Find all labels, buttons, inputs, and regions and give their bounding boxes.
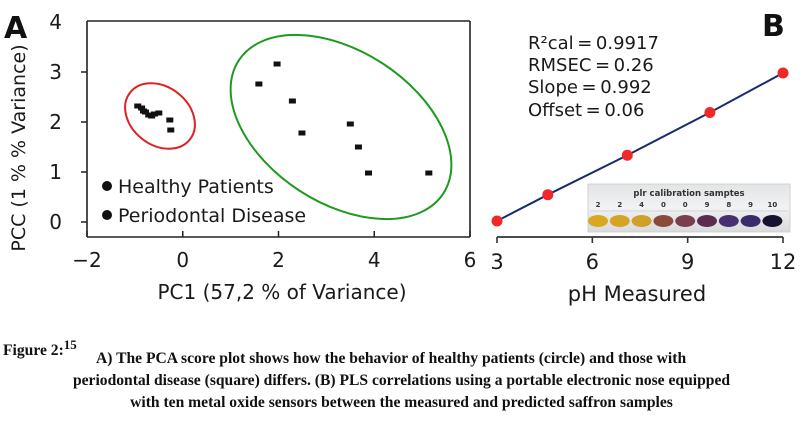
inset-sample-label: 8 (726, 201, 731, 209)
stat-offset: Offset = 0.06 (528, 100, 644, 121)
inset-sample-label: 0 (661, 201, 666, 209)
healthy-point (155, 110, 163, 116)
healthy-point (138, 105, 146, 111)
legend-label-healthy: Healthy Patients (118, 176, 274, 198)
inset-sample-swatch (631, 215, 652, 227)
caption-line-1: A) The PCA score plot shows how the beha… (96, 350, 687, 367)
x-axis-label-b: pH Measured (568, 282, 706, 306)
inset-sample-swatch (588, 215, 608, 227)
y-tick-label-a: 4 (49, 10, 62, 34)
inset-sample-label: 0 (683, 201, 688, 209)
periodontal-point (298, 130, 306, 136)
inset-sample-swatch (653, 215, 674, 227)
inset-sample-swatch (609, 215, 630, 227)
fit-statistics: R²cal = 0.9917 RMSEC = 0.26 Slope = 0.99… (528, 33, 659, 121)
inset-sample-swatch (697, 215, 717, 227)
y-axis-label-a: PCC (1 % % Variance) (8, 44, 30, 251)
periodontal-point (425, 170, 433, 176)
x-tick-label-a: 2 (272, 248, 285, 272)
figure-caption: Figure 2:15 A) The PCA score plot shows … (0, 337, 803, 414)
healthy-point (167, 127, 175, 133)
x-tick-label-a: 4 (368, 248, 381, 272)
caption-lead: Figure 2:15 (3, 337, 77, 362)
y-tick-label-a: 1 (49, 160, 62, 184)
x-axis-label-a: PC1 (57,2 % of Variance) (158, 280, 407, 304)
inset-sample-label: 10 (768, 201, 778, 209)
pca-score-plot: A −2 0 2 4 6 0 1 2 3 4 Healthy Patients Periodon… (4, 10, 477, 304)
x-tick-label-b: 6 (586, 250, 599, 274)
inset-sample-label: 2 (596, 201, 601, 209)
periodontal-point (273, 61, 281, 67)
periodontal-point (255, 81, 263, 87)
inset-sample-swatch (762, 215, 783, 227)
x-tick-label-b: 12 (770, 250, 797, 274)
y-tick-label-a: 2 (49, 110, 62, 134)
calibration-point (704, 106, 716, 118)
caption-figure-label: Figure 2: (3, 342, 64, 359)
x-tick-label-b: 9 (681, 250, 694, 274)
legend-marker-healthy (102, 181, 112, 191)
healthy-point (166, 117, 174, 123)
panel-a-label: A (4, 11, 28, 46)
inset-sample-swatch (740, 215, 761, 227)
calibration-point (777, 67, 789, 79)
stat-slope: Slope = 0.992 (528, 77, 652, 98)
x-tick-label-a: 0 (176, 248, 189, 272)
periodontal-point (288, 98, 296, 104)
healthy-cluster-ellipse (124, 82, 196, 150)
periodontal-cluster-ellipse (229, 33, 453, 221)
periodontal-point (354, 144, 362, 150)
legend-label-periodontal: Periodontal Disease (118, 205, 306, 227)
inset-sample-label: 4 (639, 201, 644, 209)
legend-marker-periodontal (102, 210, 112, 220)
x-tick-label-a: 6 (464, 248, 477, 272)
calibration-samples-inset: plr calibration samptes 2 2 4 0 0 9 8 9 10 (587, 183, 791, 233)
periodontal-point (346, 121, 354, 127)
y-tick-label-a: 3 (49, 60, 62, 84)
inset-sample-label: 9 (748, 201, 753, 209)
healthy-point (151, 111, 159, 117)
calibration-point (491, 215, 503, 227)
inset-title: plr calibration samptes (633, 189, 744, 199)
inset-sample-label: 2 (617, 201, 622, 209)
calibration-point (621, 149, 633, 161)
x-tick-label-a: −2 (72, 248, 101, 272)
inset-sample-swatch (718, 215, 739, 227)
calibration-point (542, 189, 554, 201)
healthy-point (134, 103, 142, 109)
caption-reference: 15 (63, 337, 77, 352)
inset-sample-swatch (675, 215, 696, 227)
inset-sample-label: 9 (705, 201, 710, 209)
periodontal-point (365, 170, 373, 176)
pls-correlation-plot: B R²cal = 0.9917 RMSEC = 0.26 Slope = 0.… (490, 9, 796, 306)
x-tick-label-b: 3 (490, 250, 503, 274)
caption-line-3: with ten metal oxide sensors between the… (130, 394, 673, 411)
y-tick-label-a: 0 (49, 210, 62, 234)
legend: Healthy Patients Periodontal Disease (102, 176, 306, 227)
healthy-point (141, 109, 149, 115)
stat-r2cal: R²cal = 0.9917 (528, 33, 659, 54)
panel-b-label: B (762, 9, 785, 44)
caption-line-2: periodontal disease (square) differs. (B… (72, 372, 731, 389)
stat-rmsec: RMSEC = 0.26 (528, 55, 654, 76)
